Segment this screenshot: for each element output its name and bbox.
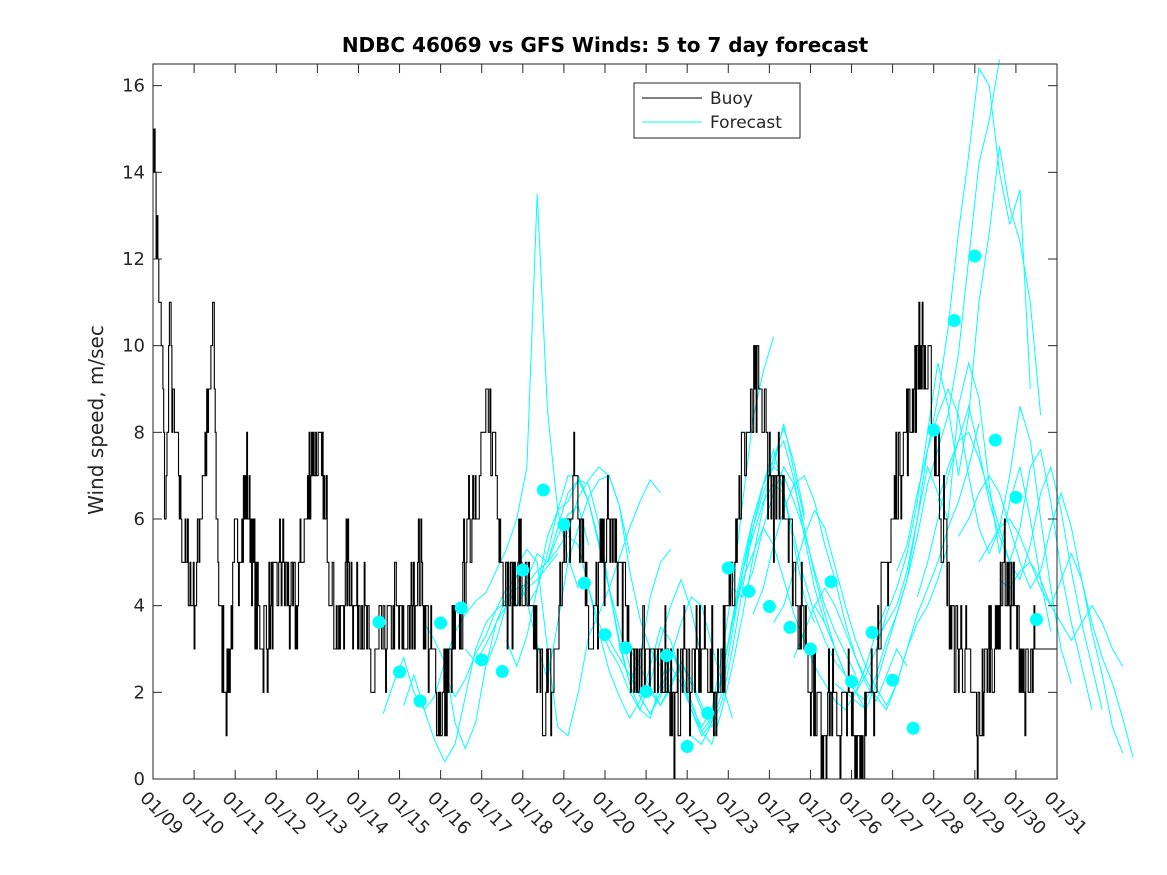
buoy-line <box>153 128 1057 780</box>
legend: Buoy Forecast <box>633 82 801 139</box>
forecast-line-23 <box>855 146 1042 693</box>
forecast-point-12 <box>619 641 633 655</box>
forecast-point-26 <box>906 721 920 735</box>
forecast-point-28 <box>947 314 961 328</box>
forecast-point-6 <box>495 665 509 679</box>
y-axis-label: Wind speed, m/sec <box>84 325 108 515</box>
forecast-point-10 <box>577 576 591 590</box>
y-tick-label-16: 16 <box>122 76 145 97</box>
forecast-point-31 <box>1009 490 1023 504</box>
legend-label-buoy: Buoy <box>710 89 753 109</box>
y-tick-label-6: 6 <box>134 509 145 530</box>
forecast-point-13 <box>639 684 653 698</box>
forecast-point-30 <box>988 433 1002 447</box>
forecast-line-20 <box>793 423 980 711</box>
forecast-point-5 <box>475 653 489 667</box>
forecast-line-14 <box>670 466 857 737</box>
y-tick-label-10: 10 <box>122 336 145 357</box>
forecast-point-18 <box>742 584 756 598</box>
forecast-line-25 <box>896 387 1072 684</box>
forecast-point-29 <box>968 249 982 263</box>
y-tick-label-2: 2 <box>134 682 145 703</box>
forecast-point-22 <box>824 575 838 589</box>
y-tick-label-8: 8 <box>134 422 145 443</box>
legend-box <box>633 82 801 139</box>
forecast-point-15 <box>680 740 694 753</box>
forecast-line-28 <box>957 474 1124 754</box>
forecast-point-20 <box>783 620 797 634</box>
forecast-line-7 <box>526 475 703 712</box>
forecast-line-0 <box>382 193 579 715</box>
y-tick-label-14: 14 <box>122 162 145 183</box>
forecast-point-19 <box>762 600 776 614</box>
forecast-line-19 <box>773 509 949 707</box>
forecast-line-17 <box>732 465 887 694</box>
forecast-point-1 <box>393 665 407 679</box>
forecast-point-4 <box>454 601 468 615</box>
y-tick-label-12: 12 <box>122 249 145 270</box>
forecast-point-8 <box>536 483 550 497</box>
forecast-point-9 <box>557 518 571 532</box>
forecast-point-17 <box>721 561 735 575</box>
plot-lines-layer <box>153 59 1134 780</box>
forecast-point-3 <box>434 616 448 630</box>
forecast-line-24 <box>875 361 1052 641</box>
legend-label-forecast: Forecast <box>710 113 782 133</box>
forecast-line-9 <box>567 336 774 729</box>
chart-title: NDBC 46069 vs GFS Winds: 5 to 7 day fore… <box>342 33 869 57</box>
forecast-line-11 <box>608 423 805 733</box>
forecast-line-16 <box>711 526 867 711</box>
forecast-point-27 <box>927 423 941 437</box>
plot-points-layer <box>372 249 1043 753</box>
forecast-point-32 <box>1029 613 1043 627</box>
forecast-line-3 <box>444 466 631 698</box>
forecast-point-11 <box>598 628 612 642</box>
y-tick-label-4: 4 <box>134 596 145 617</box>
forecast-point-24 <box>865 626 879 640</box>
forecast-line-1 <box>403 553 559 763</box>
forecast-line-27 <box>937 431 1103 710</box>
forecast-point-25 <box>886 673 900 687</box>
forecast-point-23 <box>845 675 859 688</box>
forecast-point-0 <box>372 615 386 629</box>
forecast-line-4 <box>464 479 661 737</box>
forecast-point-7 <box>516 563 530 577</box>
forecast-point-21 <box>803 642 817 656</box>
forecast-line-18 <box>752 474 908 703</box>
y-tick-label-0: 0 <box>134 769 145 790</box>
forecast-point-2 <box>413 694 427 708</box>
forecast-line-30 <box>999 561 1124 667</box>
forecast-point-14 <box>660 649 674 662</box>
forecast-point-16 <box>701 706 715 720</box>
